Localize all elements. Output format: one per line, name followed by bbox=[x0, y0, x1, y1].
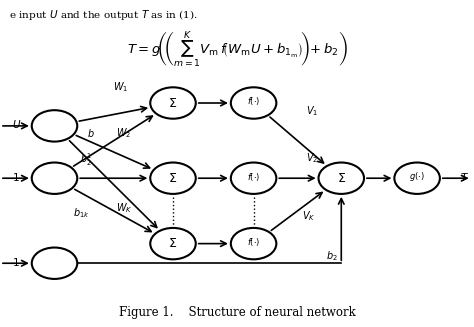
Circle shape bbox=[231, 163, 276, 194]
Text: $b_{1k}$: $b_{1k}$ bbox=[73, 206, 90, 220]
Circle shape bbox=[319, 163, 364, 194]
Circle shape bbox=[32, 110, 77, 142]
Text: $b_2^1$: $b_2^1$ bbox=[80, 151, 92, 168]
Text: $W_K$: $W_K$ bbox=[116, 201, 132, 215]
Circle shape bbox=[150, 87, 196, 119]
Text: $V_2$: $V_2$ bbox=[306, 151, 318, 164]
Circle shape bbox=[231, 87, 276, 119]
Text: $\Sigma$: $\Sigma$ bbox=[337, 172, 346, 185]
Circle shape bbox=[32, 248, 77, 279]
Text: $1$: $1$ bbox=[12, 171, 19, 182]
Text: $\Sigma$: $\Sigma$ bbox=[168, 237, 178, 250]
Circle shape bbox=[32, 163, 77, 194]
Text: $T = g\!\left(\!\left(\sum_{m=1}^{K} V_{\rm m}\,f\!\left(W_{\rm m}U + b_{1_{\rm : $T = g\!\left(\!\left(\sum_{m=1}^{K} V_{… bbox=[127, 29, 347, 69]
Text: $f(\cdot)$: $f(\cdot)$ bbox=[247, 95, 260, 107]
Text: $f(\cdot)$: $f(\cdot)$ bbox=[247, 171, 260, 182]
Text: $V_1$: $V_1$ bbox=[306, 104, 318, 118]
Text: Figure 1.    Structure of neural network: Figure 1. Structure of neural network bbox=[118, 306, 356, 319]
Text: $W_2$: $W_2$ bbox=[116, 126, 131, 140]
Text: $T$: $T$ bbox=[460, 171, 469, 182]
Text: $U$: $U$ bbox=[12, 118, 21, 130]
Circle shape bbox=[394, 163, 440, 194]
Circle shape bbox=[150, 228, 196, 259]
Text: $W_1$: $W_1$ bbox=[113, 80, 128, 94]
Text: e input $U$ and the output $T$ as in (1).: e input $U$ and the output $T$ as in (1)… bbox=[9, 8, 198, 22]
Circle shape bbox=[150, 163, 196, 194]
Text: $b_2$: $b_2$ bbox=[326, 249, 338, 263]
Text: $g(\cdot)$: $g(\cdot)$ bbox=[409, 170, 425, 183]
Text: $f(\cdot)$: $f(\cdot)$ bbox=[247, 236, 260, 248]
Text: $V_K$: $V_K$ bbox=[302, 209, 316, 223]
Circle shape bbox=[231, 228, 276, 259]
Text: $\Sigma$: $\Sigma$ bbox=[168, 96, 178, 110]
Text: $b$: $b$ bbox=[87, 127, 95, 139]
Text: $\Sigma$: $\Sigma$ bbox=[168, 172, 178, 185]
Text: $1$: $1$ bbox=[12, 256, 19, 267]
